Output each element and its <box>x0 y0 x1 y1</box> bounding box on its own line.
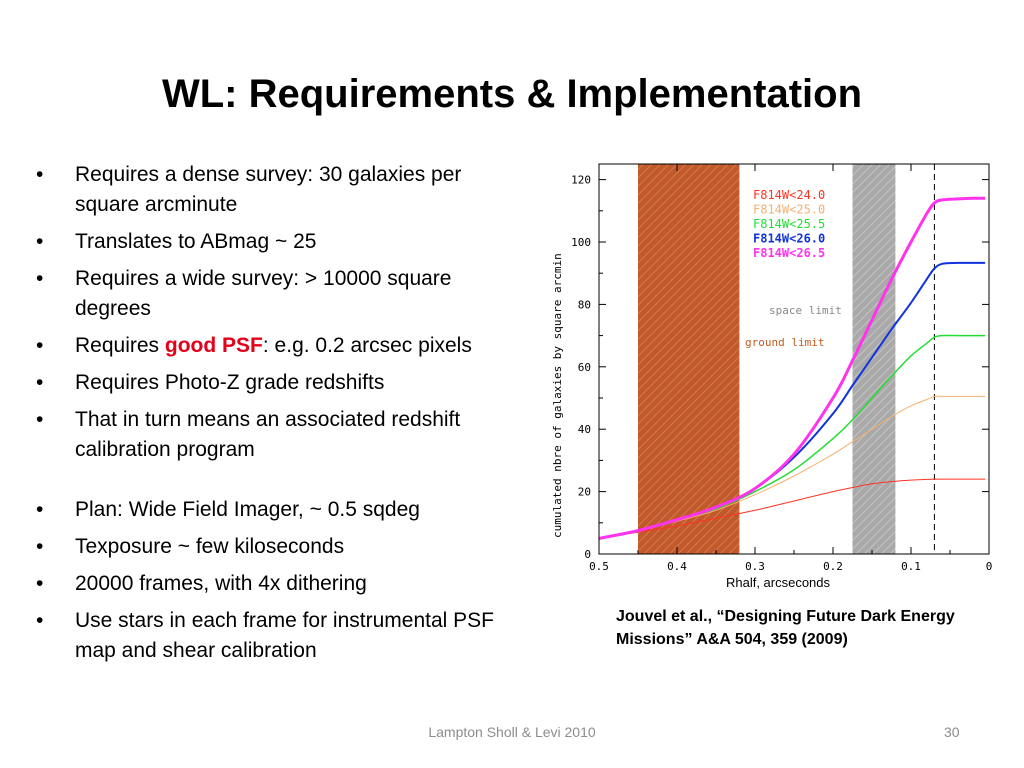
bullet-dot-icon: • <box>36 230 44 253</box>
bullet-text: 20000 frames, with 4x dithering <box>75 572 367 595</box>
bullet-dot-icon: • <box>36 498 44 521</box>
bullet-text: Requires a wide survey: > 10000 square d… <box>75 267 452 320</box>
band-ground-limit <box>638 164 740 554</box>
bullet-text: Plan: Wide Field Imager, ~ 0.5 sqdeg <box>75 498 420 521</box>
bullet-item: • Requires good PSF: e.g. 0.2 arcsec pixe… <box>36 331 516 361</box>
y-tick-label: 80 <box>578 298 591 311</box>
x-tick-label: 0 <box>986 560 993 573</box>
bullet-dot-icon: • <box>36 535 44 558</box>
bullet-text: Use stars in each frame for instrumental… <box>75 609 494 662</box>
bullet-dot-icon: • <box>36 163 44 186</box>
bullet-text: Requires Photo-Z grade redshifts <box>75 371 385 394</box>
y-tick-label: 120 <box>571 174 591 187</box>
footer-authors: Lampton Sholl & Levi 2010 <box>428 724 596 740</box>
series-line-F814W-25.0 <box>598 395 986 539</box>
series-line-F814W-26.5 <box>598 196 986 540</box>
x-tick-label: 0.5 <box>589 560 609 573</box>
bullet-item: • Texposure ~ few kiloseconds <box>36 532 516 562</box>
y-tick-label: 100 <box>571 236 591 249</box>
y-axis-label: cumulated nbre of galaxies by square arc… <box>551 253 564 538</box>
bullet-item: • Requires a wide survey: > 10000 square … <box>36 264 516 324</box>
galaxy-density-chart: ground limit space limit 0 20 40 60 80 100 120 0… <box>551 163 993 590</box>
x-tick-label: 0.4 <box>667 560 687 573</box>
bullet-text: Texposure ~ few kiloseconds <box>75 535 345 558</box>
legend-entry: F814W<26.5 <box>753 246 825 260</box>
band-space-limit <box>852 164 896 554</box>
bullet-text: Translates to ABmag ~ 25 <box>75 230 317 253</box>
bullet-item: • Plan: Wide Field Imager, ~ 0.5 sqdeg <box>36 495 516 525</box>
legend-entry: F814W<25.0 <box>753 203 825 217</box>
y-tick-label: 40 <box>578 423 591 436</box>
y-tick-label: 0 <box>584 548 591 561</box>
bullet-item: • That in turn means an associated redshi… <box>36 405 516 465</box>
bullet-item: • 20000 frames, with 4x dithering <box>36 569 516 599</box>
bullet-item: • Translates to ABmag ~ 25 <box>36 227 516 257</box>
bullet-dot-icon: • <box>36 267 44 290</box>
bullet-highlight: good PSF <box>164 334 263 357</box>
bullet-text: That in turn means an associated redshif… <box>75 408 461 461</box>
series-line-F814W-24.0 <box>598 478 986 539</box>
citation: Jouvel et al., “Designing Future Dark En… <box>616 608 955 648</box>
x-tick-label: 0.1 <box>901 560 921 573</box>
band-label-ground-limit: ground limit <box>745 336 824 349</box>
bullet-item: • Requires Photo-Z grade redshifts <box>36 368 516 398</box>
y-tick-label: 60 <box>578 361 591 374</box>
bullet-list: • Requires a dense survey: 30 galaxies pe… <box>36 160 516 673</box>
legend-entry: F814W<24.0 <box>753 188 825 202</box>
x-tick-label: 0.3 <box>745 560 765 573</box>
bullet-dot-icon: • <box>36 334 44 357</box>
legend-entry: F814W<26.0 <box>753 232 825 246</box>
bullet-text-post: : e.g. 0.2 arcsec pixels <box>262 334 472 357</box>
legend-entry: F814W<25.5 <box>753 217 825 231</box>
y-tick-label: 20 <box>578 486 591 499</box>
x-tick-label: 0.2 <box>823 560 843 573</box>
bullet-dot-icon: • <box>36 572 44 595</box>
bullet-item: • Use stars in each frame for instrumenta… <box>36 606 516 666</box>
bullet-item: • Requires a dense survey: 30 galaxies pe… <box>36 160 516 220</box>
x-axis-label: Rhalf, arcseconds <box>726 575 831 590</box>
bullet-text-pre: Requires <box>75 334 165 357</box>
bullet-dot-icon: • <box>36 408 44 431</box>
bullet-text: Requires a dense survey: 30 galaxies per… <box>75 163 462 216</box>
bullet-dot-icon: • <box>36 371 44 394</box>
bullet-dot-icon: • <box>36 609 44 632</box>
band-label-space-limit: space limit <box>769 304 842 317</box>
slide-title: WL: Requirements & Implementation <box>161 72 863 116</box>
page-number: 30 <box>944 724 960 740</box>
